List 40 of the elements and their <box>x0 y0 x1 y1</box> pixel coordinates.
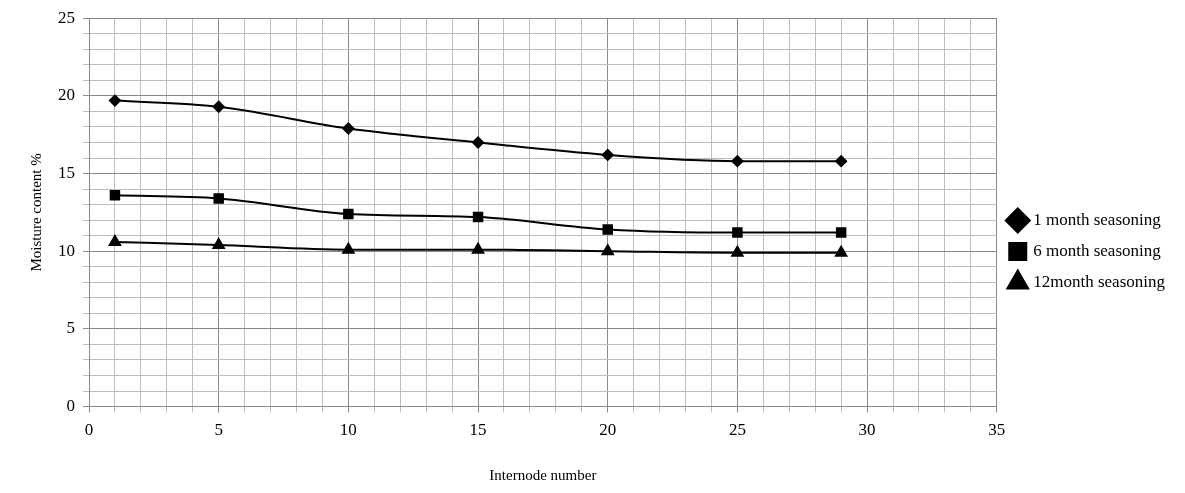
x-axis-title: Internode number <box>489 466 597 483</box>
point <box>108 94 121 107</box>
point <box>109 190 121 201</box>
point <box>472 211 484 223</box>
point <box>602 224 613 235</box>
point <box>212 100 225 113</box>
point <box>835 155 848 168</box>
y-axis-title: Moisture content % <box>27 153 44 272</box>
y-tick-label: 5 <box>66 318 75 338</box>
point <box>472 136 485 149</box>
y-tick-label: 25 <box>58 7 75 27</box>
x-tick-label: 30 <box>858 420 876 440</box>
point <box>212 238 225 250</box>
point <box>732 227 743 238</box>
point <box>213 193 224 204</box>
point <box>601 148 614 161</box>
point <box>342 122 355 135</box>
y-tick-label: 20 <box>58 85 75 105</box>
x-tick-label: 20 <box>599 420 617 440</box>
point <box>835 227 847 238</box>
point <box>471 242 485 254</box>
legend-label: 1 month seasoning <box>1033 209 1162 229</box>
x-tick-label: 0 <box>84 420 94 440</box>
x-tick-label: 25 <box>728 420 746 440</box>
x-tick-label: 5 <box>214 420 223 440</box>
y-tick-label: 0 <box>66 396 75 416</box>
y-tick-label: 10 <box>58 240 75 260</box>
legend-label: 12month seasoning <box>1033 271 1166 291</box>
legend-label: 6 month seasoning <box>1033 240 1162 260</box>
y-tick-label: 15 <box>58 163 75 183</box>
point <box>343 208 354 220</box>
point <box>342 242 355 254</box>
point <box>834 245 848 257</box>
point <box>601 244 614 256</box>
point <box>731 245 744 257</box>
point <box>731 155 744 168</box>
point <box>108 234 122 246</box>
x-tick-label: 35 <box>988 420 1006 440</box>
x-tick-label: 15 <box>469 420 487 440</box>
x-tick-label: 10 <box>339 420 357 440</box>
